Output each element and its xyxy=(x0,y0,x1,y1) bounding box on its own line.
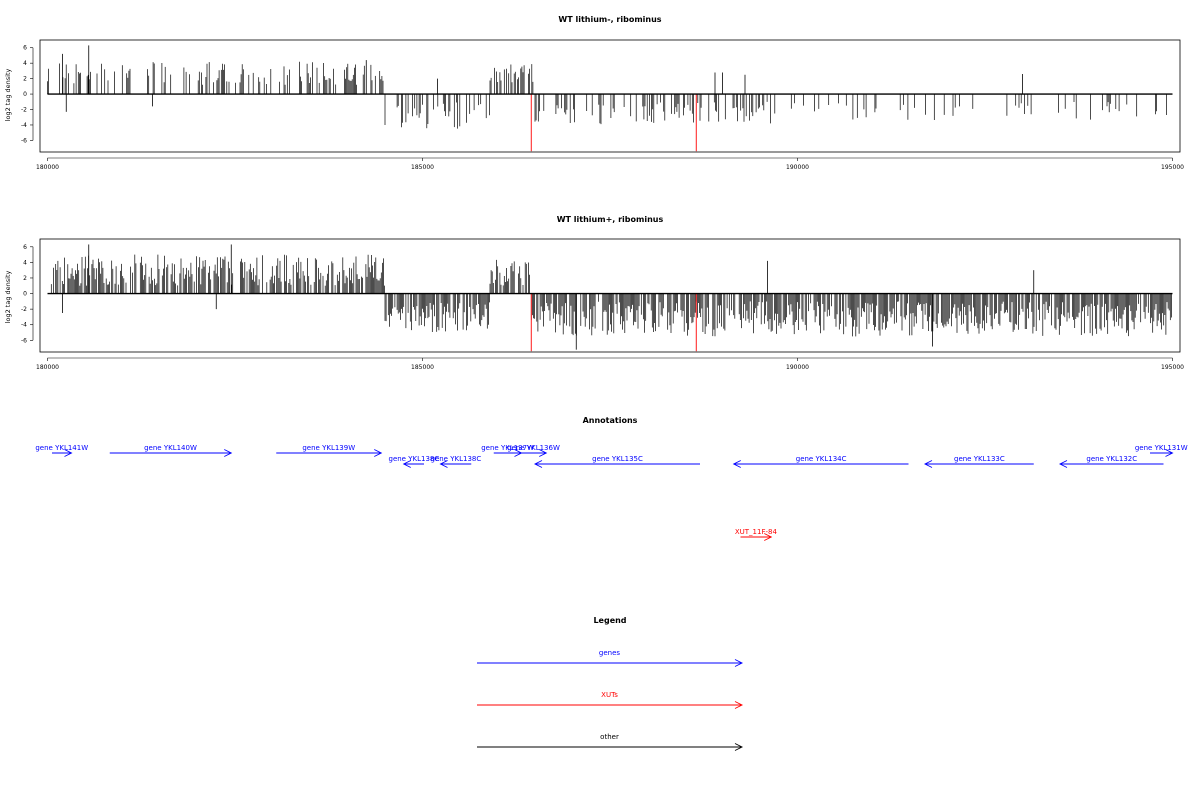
annotation-label: XUT_11F-84 xyxy=(735,528,778,536)
density-track-lithium-minus: WT lithium-, ribominus log2 tag density … xyxy=(4,15,1184,171)
x-tick-label: 190000 xyxy=(786,364,809,371)
y-tick-label: 2 xyxy=(23,76,27,83)
legend-title: Legend xyxy=(593,616,626,625)
plot-frame xyxy=(39,238,1181,353)
x-tick-label: 180000 xyxy=(36,364,59,371)
annotation-arrow-head xyxy=(923,460,933,468)
annotation-label: gene YKL137W xyxy=(481,444,534,452)
y-tick-label: -4 xyxy=(21,322,27,329)
x-tick-label: 195000 xyxy=(1161,364,1184,371)
density-track-lithium-plus: WT lithium+, ribominus log2 tag density … xyxy=(4,215,1184,371)
annotation-gene: gene YKL132C xyxy=(1058,455,1164,468)
y-tick-label: -4 xyxy=(21,122,27,129)
x-tick-label: 190000 xyxy=(786,164,809,171)
annotation-label: gene YKL138C xyxy=(389,455,440,463)
legend-item-other: other xyxy=(477,733,744,751)
y-tick-label: -2 xyxy=(21,306,27,313)
annotation-gene: gene YKL141W xyxy=(35,444,88,457)
annotation-arrow-head xyxy=(402,460,411,468)
annotation-arrow-head xyxy=(439,460,448,468)
annotation-features: gene YKL141W gene YKL140W gene YKL139W gene… xyxy=(35,444,1188,541)
y-axis-label: log2 tag density xyxy=(4,271,12,324)
track-title: WT lithium+, ribominus xyxy=(557,215,664,224)
annotation-label: gene YKL140W xyxy=(144,444,197,452)
x-tick-label: 180000 xyxy=(36,164,59,171)
x-tick-label: 195000 xyxy=(1161,164,1184,171)
legend-label: genes xyxy=(599,649,620,657)
annotation-gene: gene YKL131W xyxy=(1135,444,1188,457)
x-tick-label: 185000 xyxy=(411,364,434,371)
annotation-arrow-head xyxy=(764,533,773,541)
annotations-title: Annotations xyxy=(583,416,638,425)
plot-frame xyxy=(39,39,1181,153)
x-tick-label: 185000 xyxy=(411,164,434,171)
y-tick-label: 6 xyxy=(23,45,27,52)
legend: Legend genes XUTs other xyxy=(477,616,744,751)
annotation-label: gene YKL141W xyxy=(35,444,88,452)
legend-items: genes XUTs other xyxy=(477,649,744,751)
annotation-label: gene YKL133C xyxy=(954,455,1005,463)
y-tick-label: 2 xyxy=(23,275,27,282)
annotation-gene: gene YKL136W xyxy=(507,444,560,457)
annotation-gene: gene YKL138C xyxy=(389,455,440,468)
annotation-gene: gene YKL140W xyxy=(109,444,233,457)
track-title: WT lithium-, ribominus xyxy=(558,15,661,24)
y-tick-label: 4 xyxy=(23,259,27,266)
y-tick-label: -2 xyxy=(21,107,27,114)
annotation-arrow-head xyxy=(224,449,233,457)
annotation-label: gene YKL136W xyxy=(507,444,560,452)
annotation-label: gene YKL139W xyxy=(302,444,355,452)
legend-item-xuts: XUTs xyxy=(477,691,744,709)
axes: -6 -4 -2 0 2 4 6 180000 185000 190000 195000 xyxy=(21,244,1184,371)
annotation-label: gene YKL131W xyxy=(1135,444,1188,452)
y-tick-label: -6 xyxy=(21,337,27,344)
annotation-arrow-head xyxy=(1058,460,1068,468)
y-tick-label: 0 xyxy=(23,291,27,298)
annotation-arrow-head xyxy=(64,449,73,457)
annotation-label: gene YKL135C xyxy=(592,455,643,463)
annotation-gene: gene YKL138C xyxy=(431,455,482,468)
annotation-gene: gene YKL139W xyxy=(276,444,383,457)
annotation-xut: XUT_11F-84 xyxy=(735,528,778,541)
bar-series xyxy=(50,244,1172,352)
bar-series xyxy=(47,45,1167,152)
annotation-label: gene YKL138C xyxy=(431,455,482,463)
annotation-arrow-head xyxy=(533,460,543,468)
legend-arrow-head xyxy=(734,743,744,751)
y-tick-label: -6 xyxy=(21,137,27,144)
y-tick-label: 0 xyxy=(23,91,27,98)
annotation-gene: gene YKL135C xyxy=(533,455,700,468)
annotation-gene: gene YKL133C xyxy=(923,455,1034,468)
annotation-label: gene YKL132C xyxy=(1086,455,1137,463)
legend-arrow-head xyxy=(734,701,744,709)
annotation-arrow-head xyxy=(374,449,383,457)
legend-arrow-head xyxy=(734,659,744,667)
annotation-arrow-head xyxy=(1165,449,1174,457)
legend-item-genes: genes xyxy=(477,649,744,667)
legend-label: other xyxy=(600,733,619,741)
y-tick-label: 6 xyxy=(23,244,27,251)
annotation-gene: gene YKL134C xyxy=(732,455,909,468)
annotation-label: gene YKL134C xyxy=(796,455,847,463)
legend-label: XUTs xyxy=(601,691,618,699)
y-axis-label: log2 tag density xyxy=(4,69,12,122)
annotation-arrow-head xyxy=(539,449,548,457)
annotations-track: Annotations gene YKL141W gene YKL140W gene… xyxy=(35,416,1188,541)
axes: -6 -4 -2 0 2 4 6 180000 185000 190000 195000 xyxy=(21,45,1184,171)
annotation-arrow-head xyxy=(732,460,741,468)
y-tick-label: 4 xyxy=(23,60,27,67)
